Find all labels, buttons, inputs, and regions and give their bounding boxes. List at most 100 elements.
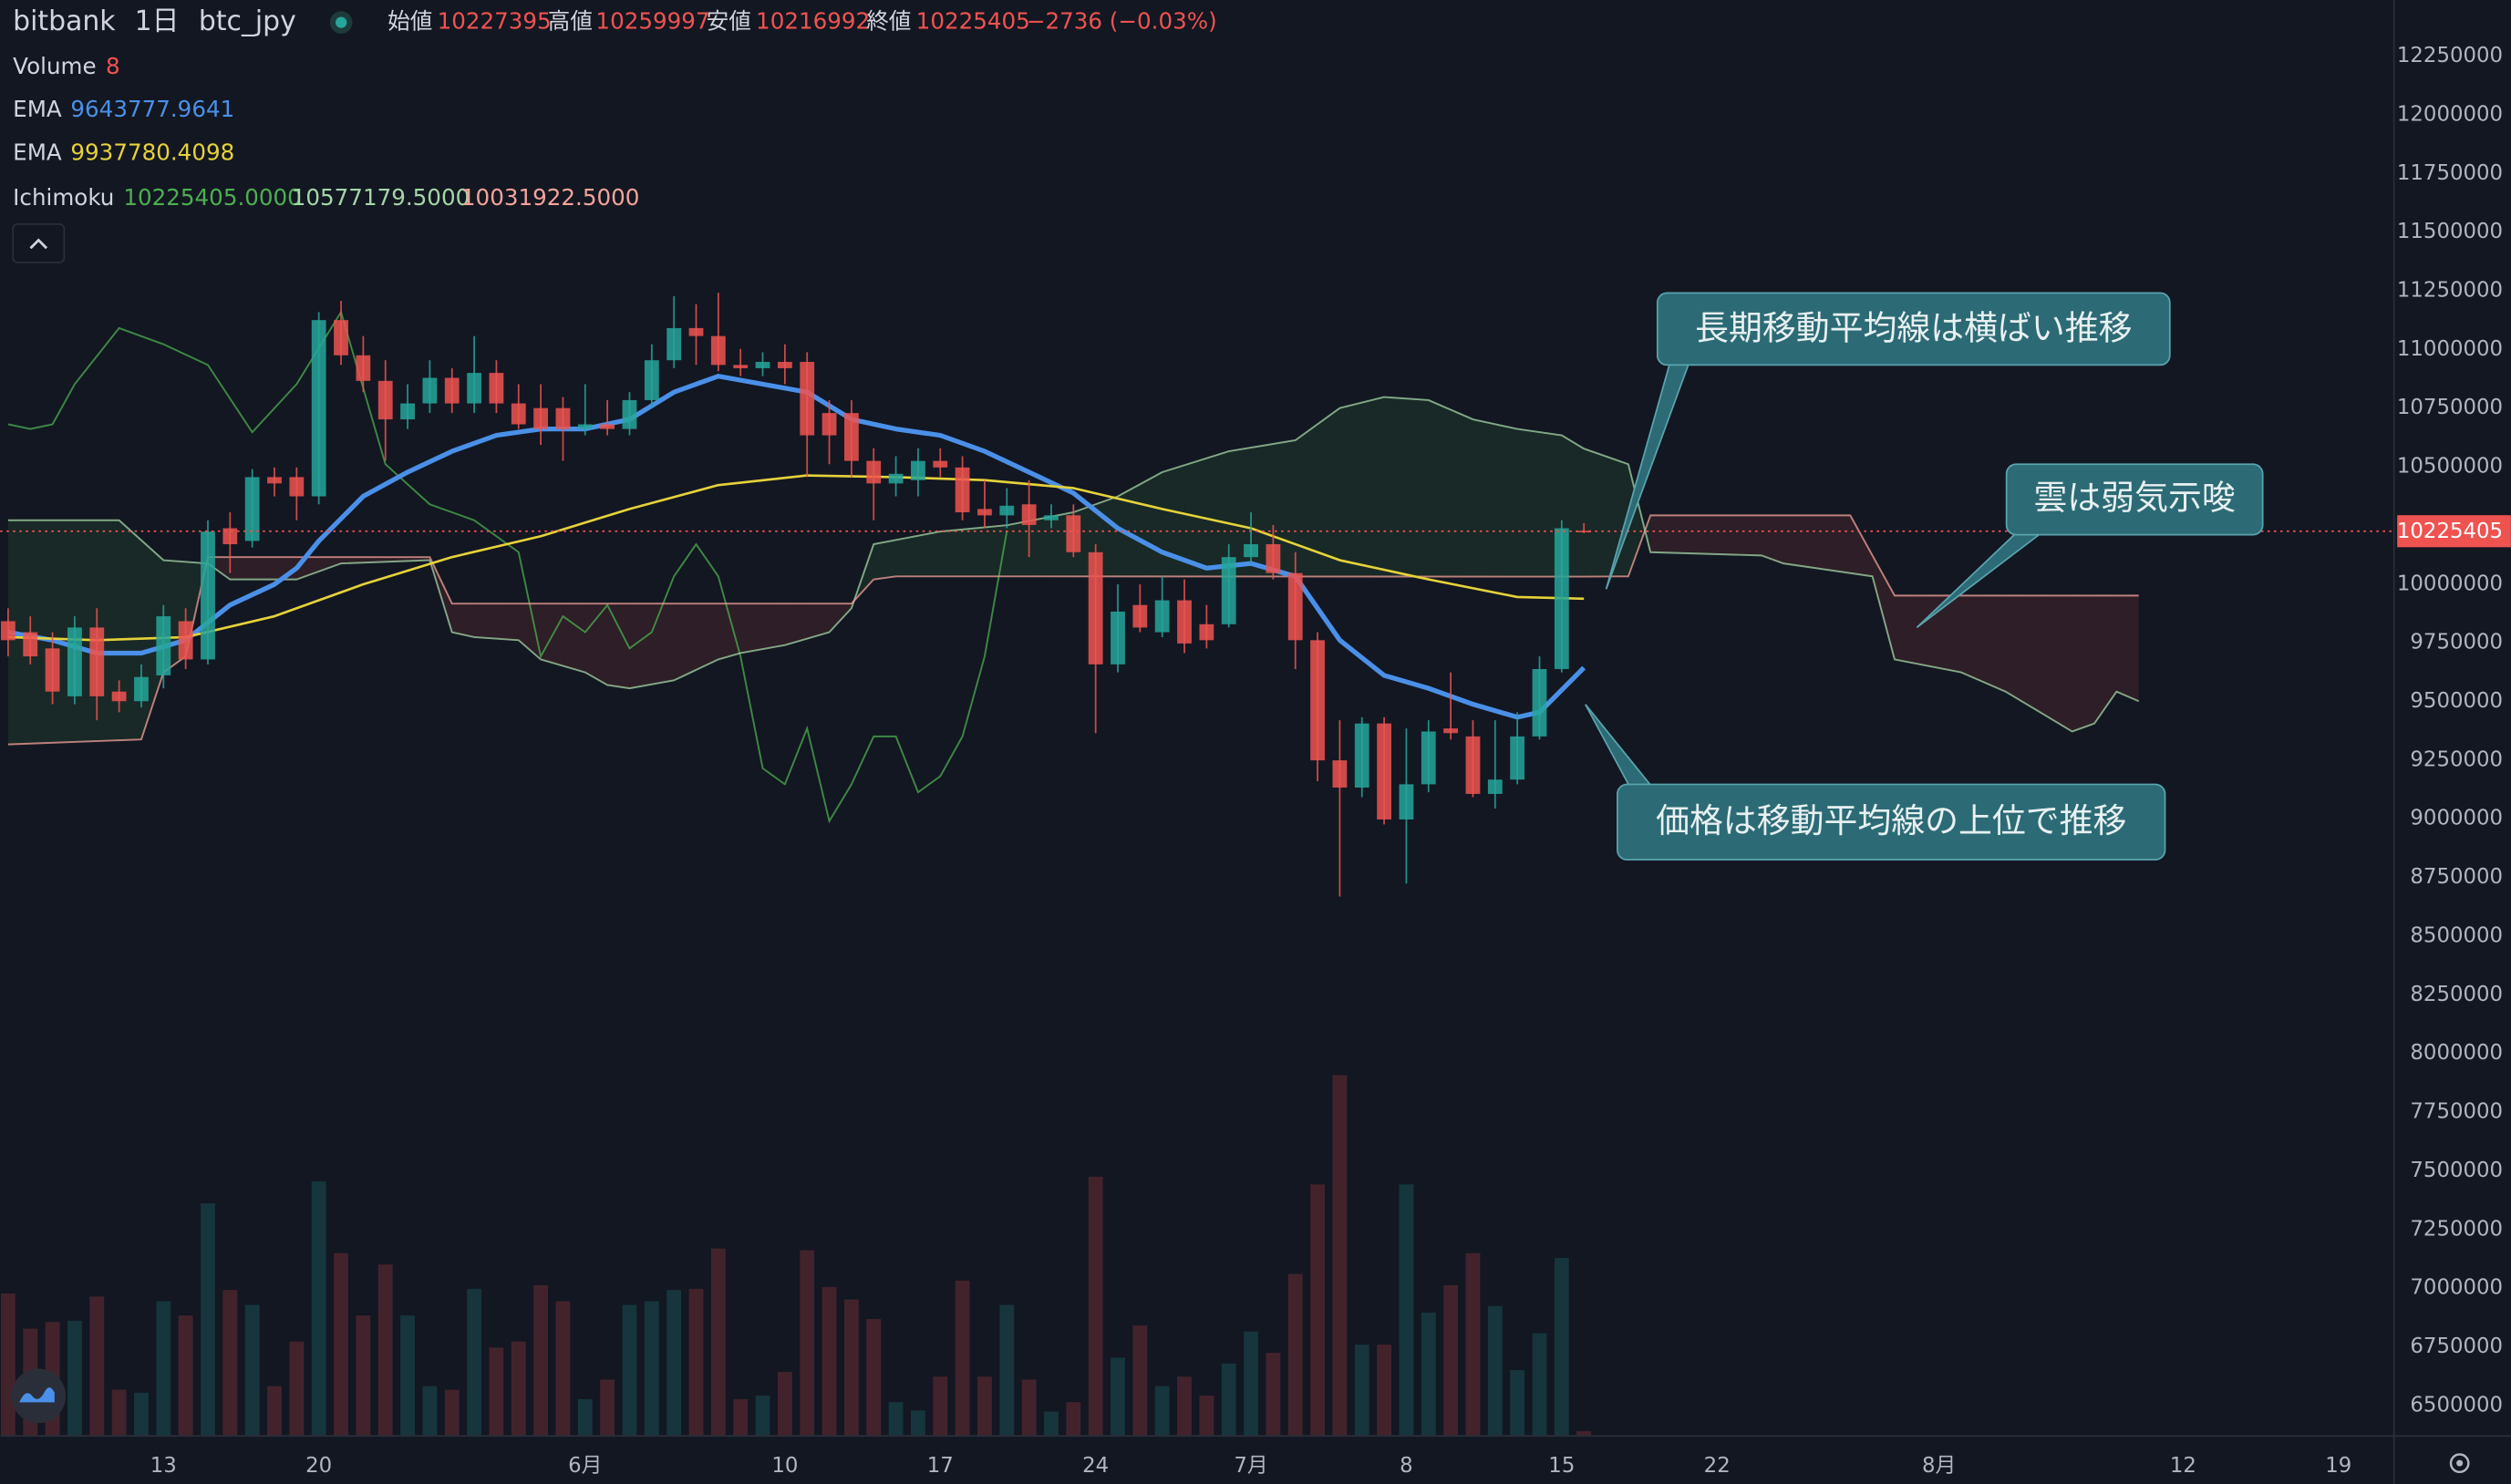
price-label-box (2397, 515, 2511, 548)
cloud (451, 603, 463, 635)
cloud (607, 603, 619, 687)
cloud (1417, 399, 1429, 577)
volume-bar (334, 1252, 348, 1437)
candle-body (600, 424, 615, 429)
x-tick-label: 13 (150, 1454, 177, 1478)
open-value: 10227395 (438, 8, 552, 35)
cloud (662, 603, 675, 683)
cloud (1018, 520, 1029, 577)
cloud (973, 527, 985, 577)
cloud (574, 603, 585, 673)
cloud (219, 557, 231, 580)
ichimoku-value: 10031922.5000 (461, 184, 639, 211)
y-tick-label: 6500000 (2410, 1393, 2503, 1417)
cloud (651, 603, 663, 685)
settings-icon[interactable] (2456, 1459, 2464, 1467)
cloud (119, 520, 130, 741)
cloud (1850, 515, 1862, 575)
cloud (1451, 409, 1462, 577)
candle-body (267, 477, 282, 484)
volume-bar (822, 1286, 837, 1437)
candle-body (244, 477, 260, 541)
cloud (640, 603, 652, 686)
candle-body (888, 473, 904, 484)
volume-bar (1021, 1379, 1037, 1437)
cloud (1528, 430, 1540, 577)
volume-bar (134, 1392, 149, 1437)
candle-body (1465, 736, 1481, 794)
volume-bar (111, 1389, 127, 1437)
cloud (1494, 424, 1506, 577)
ema-value: 9643777.9641 (70, 96, 234, 122)
cloud (829, 603, 841, 633)
cloud-layer (7, 397, 2139, 745)
logo[interactable] (11, 1368, 67, 1424)
candle-body (1554, 528, 1569, 669)
volume-bar (1310, 1184, 1325, 1437)
cloud (263, 557, 275, 580)
logo-icon[interactable] (19, 1387, 55, 1403)
y-tick-label: 8500000 (2410, 923, 2503, 947)
candle-body (134, 676, 149, 702)
status-dot (336, 16, 347, 28)
collapse-icon[interactable] (29, 238, 48, 250)
settings-icon[interactable] (2449, 1453, 2470, 1474)
candle-body (955, 467, 970, 513)
volume-bar (0, 1293, 16, 1437)
volume-bar (511, 1341, 526, 1437)
volume-bar (1044, 1411, 1059, 1437)
candle-body (1510, 736, 1525, 780)
cloud (1949, 595, 1961, 673)
cloud (1761, 515, 1773, 560)
interval[interactable]: 1日 (135, 5, 180, 37)
volume-bar (67, 1321, 82, 1437)
volume-bar (1154, 1386, 1170, 1437)
candle-body (1111, 611, 1125, 665)
x-tick-label: 17 (927, 1454, 954, 1478)
cloud (1595, 452, 1607, 577)
cloud (1906, 595, 1917, 665)
collapse-button[interactable] (12, 222, 66, 263)
cloud (1539, 432, 1551, 577)
cloud (1439, 405, 1452, 577)
cloud (1228, 449, 1240, 577)
volume-name: Volume (13, 53, 96, 79)
candle-body (1399, 784, 1414, 820)
candle-body (911, 460, 925, 480)
cloud (1805, 515, 1817, 569)
symbol[interactable]: btc_jpy (199, 5, 296, 37)
cloud (1106, 496, 1118, 577)
cloud (2005, 595, 2017, 698)
cloud (2050, 595, 2062, 726)
close-value: 10225405 (916, 8, 1030, 35)
volume-bar (1066, 1402, 1081, 1437)
candle-body (1377, 723, 1392, 820)
volume-bar (1487, 1305, 1503, 1437)
candle-body (444, 377, 460, 404)
legend: bitbank 1日 btc_jpy 始値 10227395 高値 102599… (12, 5, 1217, 263)
volume-bar (222, 1290, 238, 1437)
price-label: 10225405 (2397, 520, 2503, 543)
candle-body (1332, 760, 1348, 788)
cloud (274, 557, 286, 580)
volume-bar (1554, 1258, 1569, 1437)
candle-body (1021, 504, 1037, 525)
cloud (1883, 575, 1895, 660)
volume-bar (622, 1304, 637, 1437)
high-label: 高値 (548, 8, 593, 35)
cloud (1151, 471, 1162, 577)
cloud (1206, 454, 1218, 577)
cloud (440, 580, 452, 633)
candle-body (334, 320, 348, 356)
cloud (1483, 421, 1495, 577)
cloud (1661, 515, 1673, 553)
cloud (541, 603, 553, 663)
candle-body (489, 373, 504, 404)
volume-bar (688, 1288, 704, 1437)
x-tick-label: 7月 (1234, 1454, 1267, 1478)
cloud (1927, 595, 1939, 668)
candle-body (89, 627, 105, 696)
cloud (1861, 535, 1873, 577)
